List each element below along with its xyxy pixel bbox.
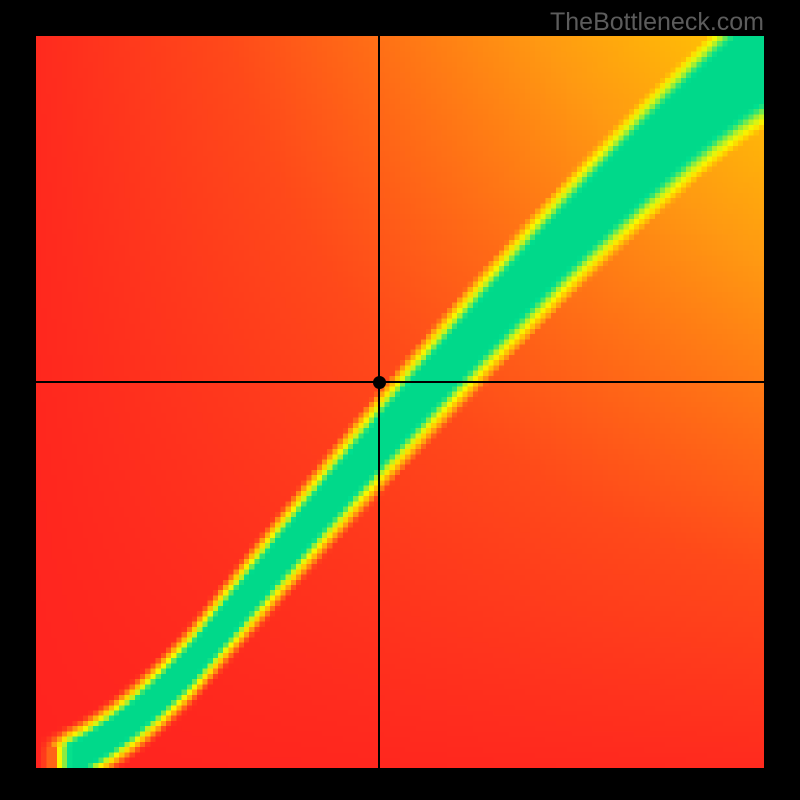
crosshair-vertical-line (378, 36, 380, 768)
crosshair-dot (373, 376, 386, 389)
watermark-text: TheBottleneck.com (550, 8, 764, 37)
bottleneck-heatmap (36, 36, 764, 768)
crosshair-horizontal-line (36, 381, 764, 383)
